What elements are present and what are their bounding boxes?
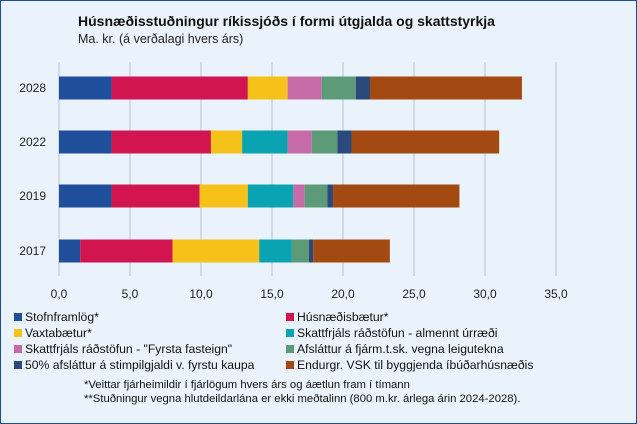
x-axis-labels: 0,0 5,0 10,0 15,0 20,0 25,0 30,0 35,0 — [51, 287, 568, 301]
legend-label: Skattfrjáls ráðstöfun - almennt úrræði — [297, 326, 498, 340]
x-tick-label: 10,0 — [189, 287, 213, 301]
bar-segment-2017-3 — [259, 239, 292, 263]
bar-segment-2017-6 — [308, 239, 314, 263]
legend-swatch — [286, 361, 294, 369]
bar-segment-2028-5 — [321, 76, 356, 100]
bar-segment-2028-0 — [59, 76, 112, 100]
x-tick-label: 25,0 — [402, 287, 426, 301]
bars — [59, 76, 522, 263]
bar-segment-2028-2 — [247, 76, 288, 100]
x-tick-label: 0,0 — [51, 287, 68, 301]
bar-segment-2019-4 — [293, 184, 305, 208]
chart-subtitle: Ma. kr. (á verðalagi hvers árs) — [78, 32, 244, 46]
legend-item: Vaxtabætur* — [14, 325, 286, 341]
bar-segment-2019-7 — [333, 184, 460, 208]
y-tick-label: 2028 — [19, 81, 46, 95]
bar-segment-2022-0 — [59, 130, 112, 154]
bar-segment-2028-1 — [111, 76, 248, 100]
y-axis-labels: 2028 2022 2019 2017 — [19, 81, 46, 258]
bar-segment-2017-5 — [291, 239, 309, 263]
legend-item: Skattfrjáls ráðstöfun - almennt úrræði — [286, 325, 586, 341]
legend-label: Húsnæðisbætur* — [297, 310, 389, 324]
bar-segment-2019-0 — [59, 184, 112, 208]
x-tick-label: 20,0 — [331, 287, 355, 301]
legend-swatch — [14, 329, 22, 337]
bar-segment-2022-6 — [337, 130, 352, 154]
legend-item: Endurgr. VSK til byggjenda íbúðarhúsnæði… — [286, 357, 586, 373]
footnotes: *Veittar fjárheimildir í fjárlögum hvers… — [84, 378, 520, 406]
legend-item: Húsnæðisbætur* — [286, 309, 586, 325]
bar-segment-2022-3 — [242, 130, 288, 154]
bar-segment-2022-7 — [351, 130, 500, 154]
bar-segment-2022-1 — [111, 130, 211, 154]
legend-swatch — [14, 313, 22, 321]
legend-label: 50% afsláttur á stimpilgjaldi v. fyrstu … — [25, 358, 255, 372]
bar-segment-2028-4 — [287, 76, 322, 100]
x-tick-label: 35,0 — [544, 287, 568, 301]
legend-label: Endurgr. VSK til byggjenda íbúðarhúsnæði… — [297, 358, 534, 372]
legend-item: 50% afsláttur á stimpilgjaldi v. fyrstu … — [14, 357, 286, 373]
x-tick-label: 5,0 — [122, 287, 139, 301]
bar-segment-2022-4 — [287, 130, 312, 154]
bar-segment-2019-6 — [327, 184, 334, 208]
bar-segment-2017-7 — [313, 239, 390, 263]
legend-item: Afsláttur á fjárm.t.sk. vegna leigutekna — [286, 341, 586, 357]
legend: Stofnframlög* Húsnæðisbætur* Vaxtabætur* Sk… — [14, 309, 614, 373]
bar-segment-2019-5 — [304, 184, 328, 208]
legend-swatch — [14, 345, 22, 353]
bar-segment-2028-7 — [369, 76, 522, 100]
legend-swatch — [286, 345, 294, 353]
y-tick-label: 2017 — [19, 244, 46, 258]
y-tick-label: 2019 — [19, 189, 46, 203]
legend-label: Stofnframlög* — [25, 310, 99, 324]
bar-segment-2017-0 — [59, 239, 81, 263]
bar-segment-2017-1 — [80, 239, 173, 263]
footnote-2: **Stuðningur vegna hlutdeildarlána er ek… — [84, 393, 521, 405]
bar-segment-2022-2 — [210, 130, 243, 154]
legend-label: Skattfrjáls ráðstöfun - "Fyrsta fasteign… — [25, 342, 233, 356]
bar-segment-2017-2 — [172, 239, 260, 263]
bar-segment-2019-2 — [199, 184, 248, 208]
legend-item: Stofnframlög* — [14, 309, 286, 325]
bar-segment-2022-5 — [311, 130, 338, 154]
bar-segment-2019-1 — [111, 184, 200, 208]
y-tick-label: 2022 — [19, 135, 46, 149]
footnote-1: *Veittar fjárheimildir í fjárlögum hvers… — [84, 379, 410, 391]
legend-swatch — [286, 329, 294, 337]
bar-segment-2019-3 — [247, 184, 294, 208]
legend-swatch — [14, 361, 22, 369]
x-tick-label: 30,0 — [473, 287, 497, 301]
legend-label: Vaxtabætur* — [25, 326, 92, 340]
x-tick-label: 15,0 — [260, 287, 284, 301]
chart-title: Húsnæðisstuðningur ríkissjóðs í formi út… — [78, 13, 495, 29]
legend-item: Skattfrjáls ráðstöfun - "Fyrsta fasteign… — [14, 341, 286, 357]
bar-segment-2028-6 — [355, 76, 370, 100]
legend-label: Afsláttur á fjárm.t.sk. vegna leigutekna — [297, 342, 504, 356]
legend-swatch — [286, 313, 294, 321]
